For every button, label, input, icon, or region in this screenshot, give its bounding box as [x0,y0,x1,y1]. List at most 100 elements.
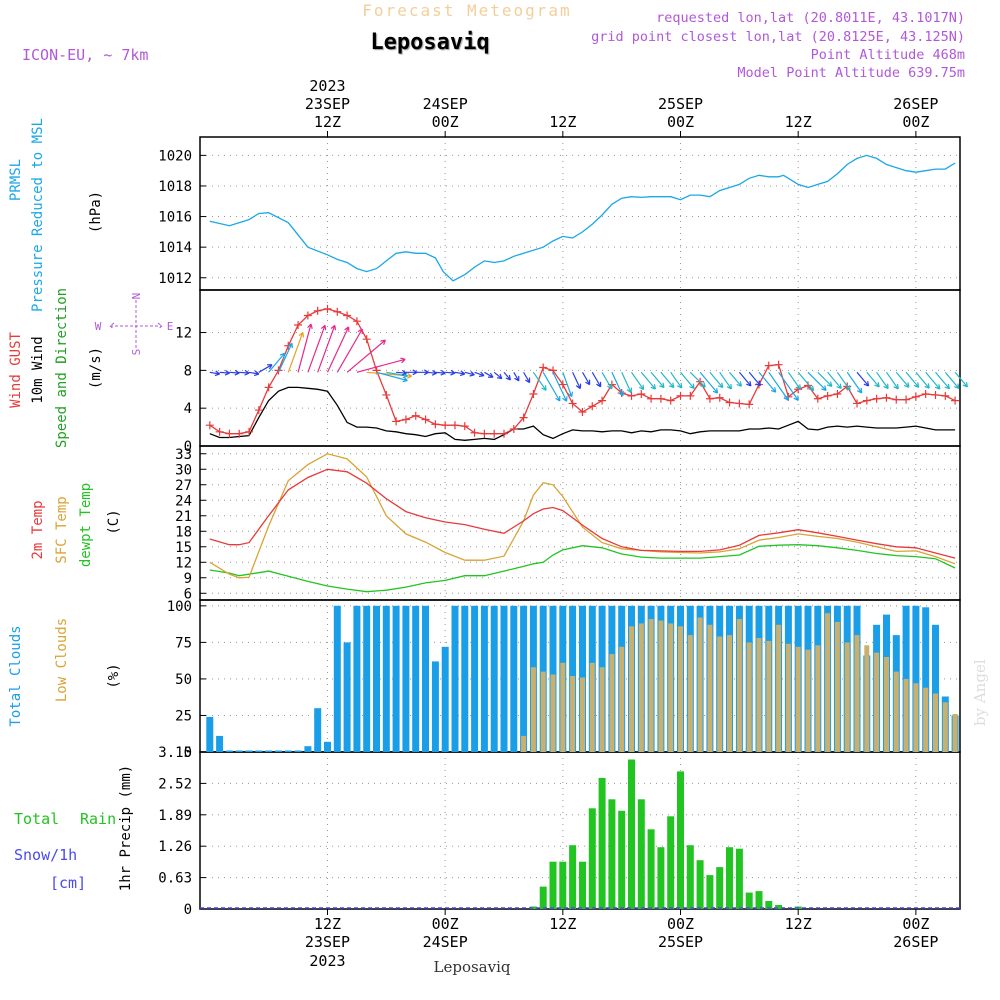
low-cloud-bar [521,735,527,752]
wind-arrow [277,342,293,373]
bottom-year-label: 2023 [309,952,345,970]
low-cloud-bar [795,646,801,752]
ylabel-hpa: (hPa) [88,191,104,233]
bottom-hour-label: 12Z [549,915,576,933]
rain-bar [579,861,586,909]
wind-arrow [836,371,851,391]
y-tick-label: 1.89 [158,808,192,824]
low-cloud-bar [785,643,791,752]
rain-bar [598,777,606,909]
y-tick-label: 1020 [158,148,192,164]
gust-marker [509,424,518,433]
wind-arrow [719,371,732,390]
rain-bar [637,799,645,909]
wind-arrow [258,364,273,373]
sfc-temp-line [209,453,956,579]
total-cloud-bar [373,605,380,752]
gust-marker [450,421,459,430]
model-altitude: Model Point Altitude 639.75m [737,65,965,81]
wind-arrow [856,371,870,387]
y-tick-label: 75 [175,635,192,651]
bottom-hour-label: 00Z [667,915,694,933]
gust-marker [568,399,577,408]
total-cloud-bar [392,605,400,752]
gust-marker [686,391,695,400]
low-cloud-bar [589,662,595,752]
total-cloud-bar [402,605,410,752]
bottom-date-label: 24SEP [423,933,468,951]
gust-marker [343,311,352,320]
wind-arrow [827,371,842,390]
total-cloud-bar [932,624,939,752]
compass-s: S [130,349,143,356]
wind-arrow [209,370,221,377]
gust-marker [705,394,714,403]
wind-arrow [611,372,624,397]
low-cloud-bar [766,640,772,752]
grid-point-coords: grid point closest lon,lat (20.8125E, 43… [591,29,965,45]
top-hour-label: 12Z [314,113,341,131]
wind-arrow [895,371,910,388]
total-cloud-bar [206,716,214,752]
gust-marker [500,429,508,438]
label-rain: Rain [80,810,116,828]
gust-marker [892,395,901,404]
gust-marker [382,390,391,399]
watermark: by Angel [971,659,989,726]
ylabel-pressure-msl: Pressure Reduced to MSL [30,118,46,312]
total-cloud-bar [471,605,479,752]
gust-marker [519,413,528,422]
top-hour-label: 00Z [432,113,459,131]
compass-e: E [167,320,174,333]
y-tick-label: 24 [175,493,192,509]
y-tick-label: 6 [184,586,192,602]
total-cloud-bar [441,646,449,752]
gust-marker [882,393,891,402]
gust-marker [431,420,440,429]
gust-marker [225,429,234,438]
wind-arrow [542,371,561,402]
wind-arrow [239,369,250,376]
rain-bar [569,845,577,909]
wind-arrow [768,371,789,401]
wind-arrow [738,371,752,387]
gust-marker [951,396,960,405]
low-cloud-bar [746,642,752,752]
gust-marker [294,320,303,329]
bottom-date-label: 23SEP [305,933,350,951]
rain-bar [549,861,557,909]
wind-arrow [307,324,327,373]
wind-arrow [640,371,656,390]
total-cloud-bar [235,750,243,752]
gust-marker [745,400,754,409]
wind-arrow [817,371,833,387]
low-cloud-bar [727,635,732,752]
low-cloud-bar [893,671,899,752]
top-date-label: 24SEP [423,95,468,113]
y-tick-label: 1018 [158,179,192,195]
top-hour-label: 12Z [785,113,812,131]
bottom-date-label: 25SEP [658,933,703,951]
total-cloud-bar [422,605,429,752]
gust-marker [460,422,469,431]
low-cloud-bar [834,621,840,752]
y-tick-label: 25 [175,708,192,724]
ylabel-precip: 1hr Precip (mm) [118,765,134,891]
total-cloud-bar [382,605,390,752]
low-cloud-bar [933,693,938,752]
wind-arrow [336,328,363,373]
low-cloud-bar [530,667,536,752]
label-total: Total [14,810,59,828]
wind-arrow [591,371,602,388]
ylabel-ms: (m/s) [88,347,104,389]
y-tick-label: 1016 [158,210,192,226]
wind-arrow [954,371,968,388]
total-cloud-bar [461,605,469,752]
y-tick-label: 1014 [158,240,192,256]
gust-marker [911,392,920,401]
rain-bar [696,860,704,909]
rain-bar [745,892,753,909]
wind-arrow [778,371,799,401]
